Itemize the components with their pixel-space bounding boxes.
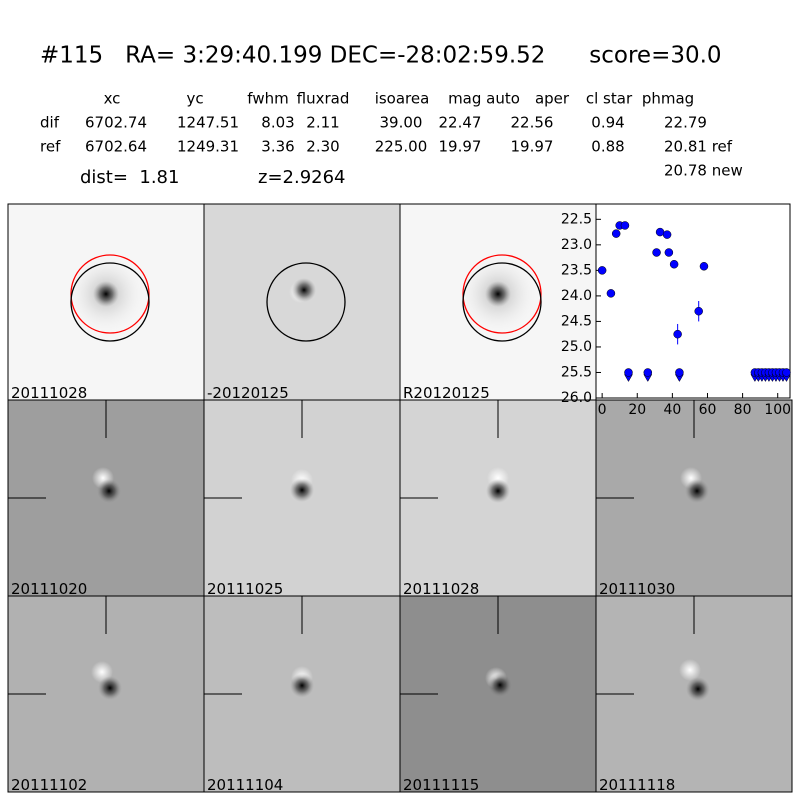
residual-dark (685, 479, 709, 503)
point (669, 259, 679, 269)
residual-dark (292, 278, 316, 302)
panel-label: 20111020 (11, 580, 87, 598)
panel-label: 20111115 (403, 776, 479, 794)
point (624, 368, 633, 377)
y-tick-label: 25.0 (561, 339, 592, 355)
ref-circle (462, 254, 542, 334)
cell: 8.03 (261, 114, 294, 132)
cell: 0.88 (591, 138, 624, 156)
panel-label: 20111118 (599, 776, 675, 794)
cell: 225.00 (375, 138, 428, 156)
plot-area (595, 203, 791, 399)
x-tick-label: 100 (764, 402, 791, 418)
point (652, 248, 661, 257)
residual-dark (290, 478, 314, 502)
ref-circle (70, 254, 150, 334)
panel-label: 20111025 (207, 580, 283, 598)
aperture (462, 262, 542, 342)
cell: 1247.51 (177, 114, 239, 132)
source (93, 281, 119, 307)
x-tick-label: 0 (598, 402, 607, 418)
residual-dark (97, 479, 121, 503)
x-tick-label: 80 (734, 402, 752, 418)
panel-label: 20111102 (11, 776, 87, 794)
column-header: xc (104, 90, 121, 108)
residual-dark (686, 677, 710, 701)
panel-label: -20120125 (207, 384, 289, 402)
title: #115 RA= 3:29:40.199 DEC=-28:02:59.52 sc… (40, 43, 722, 69)
aperture (70, 262, 150, 342)
column-header: aper (535, 90, 570, 108)
panel-label: 20111028 (403, 580, 479, 598)
cell: 19.97 (439, 138, 482, 156)
row-label: ref (40, 138, 61, 156)
aperture (266, 262, 346, 342)
cell: 2.11 (306, 114, 339, 132)
cell: 20.81 ref (664, 138, 733, 156)
column-header: fwhm (247, 90, 288, 108)
row-label: dif (40, 114, 60, 132)
column-header: fluxrad (297, 90, 350, 108)
point (699, 262, 709, 271)
point (662, 230, 672, 239)
cell: 2.30 (306, 138, 339, 156)
x-tick-label: 40 (663, 402, 681, 418)
column-header: isoarea (375, 90, 430, 108)
point (782, 368, 791, 377)
panel-label: R20120125 (403, 384, 490, 402)
redshift: z=2.9264 (258, 167, 346, 188)
y-tick-label: 25.5 (561, 364, 592, 380)
panel-label: 20111028 (11, 384, 87, 402)
point (694, 306, 703, 316)
point (673, 329, 682, 339)
column-header: phmag (642, 90, 694, 108)
cell: 22.56 (511, 114, 554, 132)
residual-light (679, 659, 701, 681)
column-header: mag auto (448, 90, 520, 108)
column-header: cl star (586, 90, 633, 108)
point (675, 368, 684, 377)
point (620, 221, 630, 230)
column-header: yc (186, 90, 203, 108)
cell: 39.00 (380, 114, 423, 132)
y-tick-label: 24.0 (561, 288, 592, 304)
cell: 6702.64 (85, 138, 147, 156)
x-tick-label: 60 (699, 402, 717, 418)
panel-label: 20111030 (599, 580, 675, 598)
cell: 22.47 (439, 114, 482, 132)
x-tick-label: 20 (628, 402, 646, 418)
y-tick-label: 23.5 (561, 262, 592, 278)
point (611, 229, 621, 238)
cell: 19.97 (511, 138, 554, 156)
y-tick-label: 23.0 (561, 237, 592, 253)
y-tick-label: 24.5 (561, 313, 592, 329)
point (664, 248, 674, 257)
cell: 20.78 new (664, 162, 743, 180)
residual-dark (486, 479, 510, 503)
source (485, 281, 511, 307)
dist: dist= 1.81 (80, 167, 179, 188)
cell: 22.79 (664, 114, 707, 132)
y-tick-label: 26.0 (561, 390, 592, 406)
residual-dark (98, 676, 122, 700)
cell: 6702.74 (85, 114, 147, 132)
point (643, 368, 653, 377)
panel-label: 20111104 (207, 776, 283, 794)
residual-dark (290, 673, 314, 698)
cell: 1249.31 (177, 138, 239, 156)
y-tick-label: 22.5 (561, 211, 592, 227)
point (606, 289, 616, 298)
cell: 3.36 (261, 138, 294, 156)
residual-dark (488, 673, 512, 697)
cell: 0.94 (591, 114, 624, 132)
point (597, 266, 607, 275)
